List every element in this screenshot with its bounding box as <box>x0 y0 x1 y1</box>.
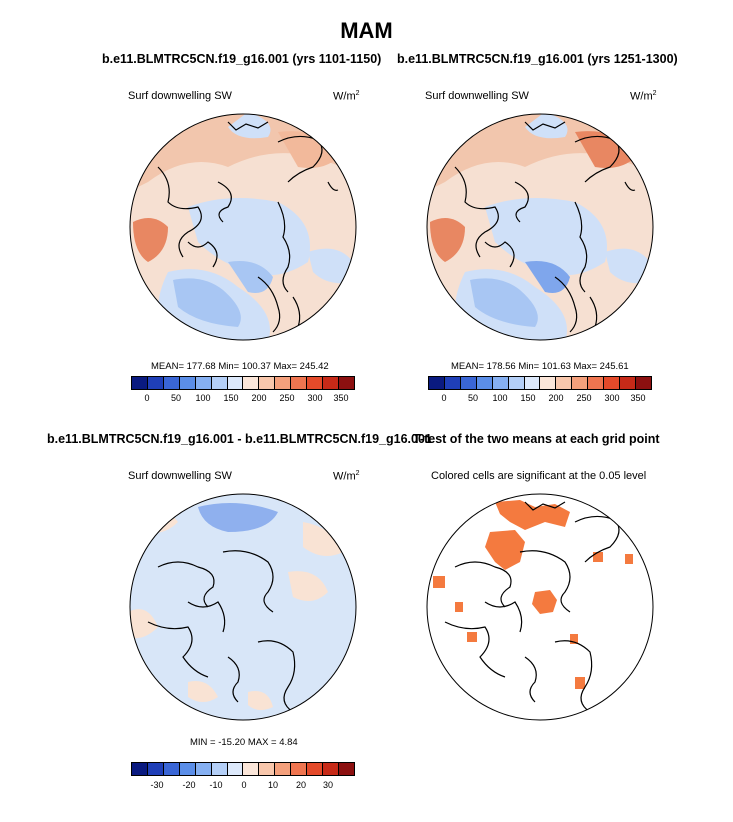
colorbar-2-tick: 150 <box>520 393 536 403</box>
panel-3-variable: Surf downwelling SW <box>128 470 232 482</box>
colorbar-2-tick: 300 <box>604 393 620 403</box>
colorbar-3-tick: 0 <box>241 780 247 790</box>
colorbar-2: 0 50 100 150 200 250 300 350 <box>428 376 652 403</box>
panel-4-variable: Colored cells are significant at the 0.0… <box>431 470 647 482</box>
panel-4-title: T-test of the two means at each grid poi… <box>413 432 660 446</box>
colorbar-1-swatches <box>131 376 355 390</box>
panel-2-variable: Surf downwelling SW <box>425 90 529 102</box>
colorbar-2-tick: 200 <box>548 393 564 403</box>
colorbar-3-tick: 30 <box>322 780 334 790</box>
colorbar-1-tick: 300 <box>307 393 323 403</box>
panel-3-title: b.e11.BLMTRC5CN.f19_g16.001 - b.e11.BLMT… <box>47 432 432 446</box>
colorbar-3-tick: 10 <box>267 780 279 790</box>
colorbar-1-tick: 100 <box>195 393 211 403</box>
colorbar-2-tick: 100 <box>492 393 508 403</box>
panel-1-polar-map <box>129 113 357 341</box>
panel-1-title: b.e11.BLMTRC5CN.f19_g16.001 (yrs 1101-11… <box>102 52 382 66</box>
panel-3-units: W/m2 <box>333 470 360 483</box>
colorbar-3-tick: 20 <box>295 780 307 790</box>
colorbar-1-tick: 50 <box>170 393 182 403</box>
colorbar-3: -30 -20 -10 0 10 20 30 <box>131 762 355 790</box>
colorbar-1: 0 50 100 150 200 250 300 350 <box>131 376 355 403</box>
colorbar-1-tick: 150 <box>223 393 239 403</box>
panel-2-polar-map <box>426 113 654 341</box>
colorbar-2-tick: 250 <box>576 393 592 403</box>
figure-title: MAM <box>340 18 393 43</box>
panel-2-units: W/m2 <box>630 90 657 103</box>
panel-1-variable: Surf downwelling SW <box>128 90 232 102</box>
panel-1-units: W/m2 <box>333 90 360 103</box>
colorbar-2-swatches <box>428 376 652 390</box>
panel-3-stats: MIN = -15.20 MAX = 4.84 <box>190 737 298 748</box>
panel-1-stats: MEAN= 177.68 Min= 100.37 Max= 245.42 <box>151 361 329 372</box>
colorbar-3-tick: -10 <box>209 780 223 790</box>
colorbar-2-tick: 50 <box>467 393 479 403</box>
colorbar-2-tick: 350 <box>630 393 646 403</box>
colorbar-1-tick: 0 <box>144 393 150 403</box>
panel-3-polar-map <box>129 493 357 721</box>
panel-4-polar-map <box>426 493 654 721</box>
panel-2-title: b.e11.BLMTRC5CN.f19_g16.001 (yrs 1251-13… <box>397 52 678 66</box>
colorbar-3-tick: -20 <box>182 780 196 790</box>
colorbar-3-swatches <box>131 762 355 776</box>
colorbar-1-tick: 250 <box>279 393 295 403</box>
colorbar-2-tick: 0 <box>441 393 447 403</box>
colorbar-3-tick: -30 <box>150 780 164 790</box>
colorbar-1-tick: 350 <box>333 393 349 403</box>
panel-2-stats: MEAN= 178.56 Min= 101.63 Max= 245.61 <box>451 361 629 372</box>
colorbar-1-tick: 200 <box>251 393 267 403</box>
